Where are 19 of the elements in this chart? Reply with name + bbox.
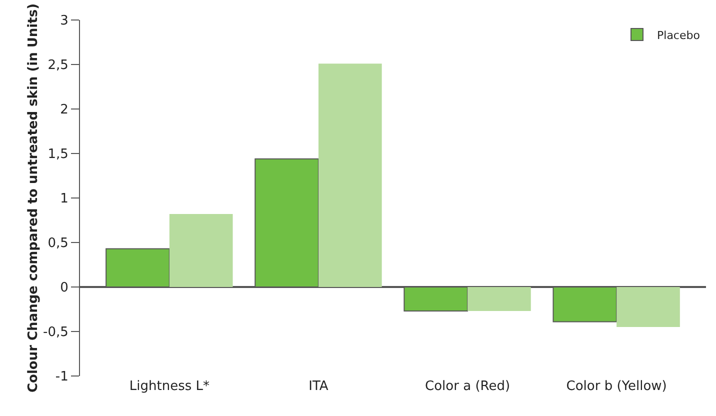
x-tick-label: Color a (Red) xyxy=(425,379,510,394)
bar xyxy=(169,214,233,287)
y-tick-label: 0 xyxy=(60,280,68,296)
legend-label: Placebo xyxy=(657,28,700,42)
x-tick-label: Color b (Yellow) xyxy=(566,379,667,394)
bar xyxy=(616,287,680,328)
y-tick-label: 3 xyxy=(60,14,68,29)
y-tick-label: 1 xyxy=(60,192,68,207)
y-tick-label: -0,5 xyxy=(43,325,68,340)
y-tick-label: 2 xyxy=(60,102,68,118)
y-axis-title: Colour Change compared to untreated skin (in Units) xyxy=(26,3,42,393)
y-tick-label: 0,5 xyxy=(48,236,68,252)
y-tick-label: 2,5 xyxy=(48,58,68,74)
x-tick-label: Lightness L* xyxy=(129,379,210,394)
x-tick-label: ITA xyxy=(308,379,328,394)
bar xyxy=(468,287,531,312)
y-tick-label: 1,5 xyxy=(48,147,68,162)
y-tick-label: -1 xyxy=(55,370,68,385)
bar xyxy=(318,64,382,287)
